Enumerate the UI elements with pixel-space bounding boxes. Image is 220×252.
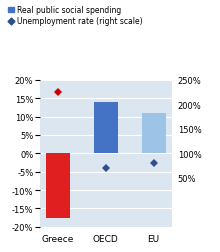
Bar [94, 103, 118, 154]
Legend: Real public social spending, Unemployment rate (right scale): Real public social spending, Unemploymen… [8, 6, 143, 26]
Bar [142, 114, 166, 154]
Bar [46, 154, 70, 218]
